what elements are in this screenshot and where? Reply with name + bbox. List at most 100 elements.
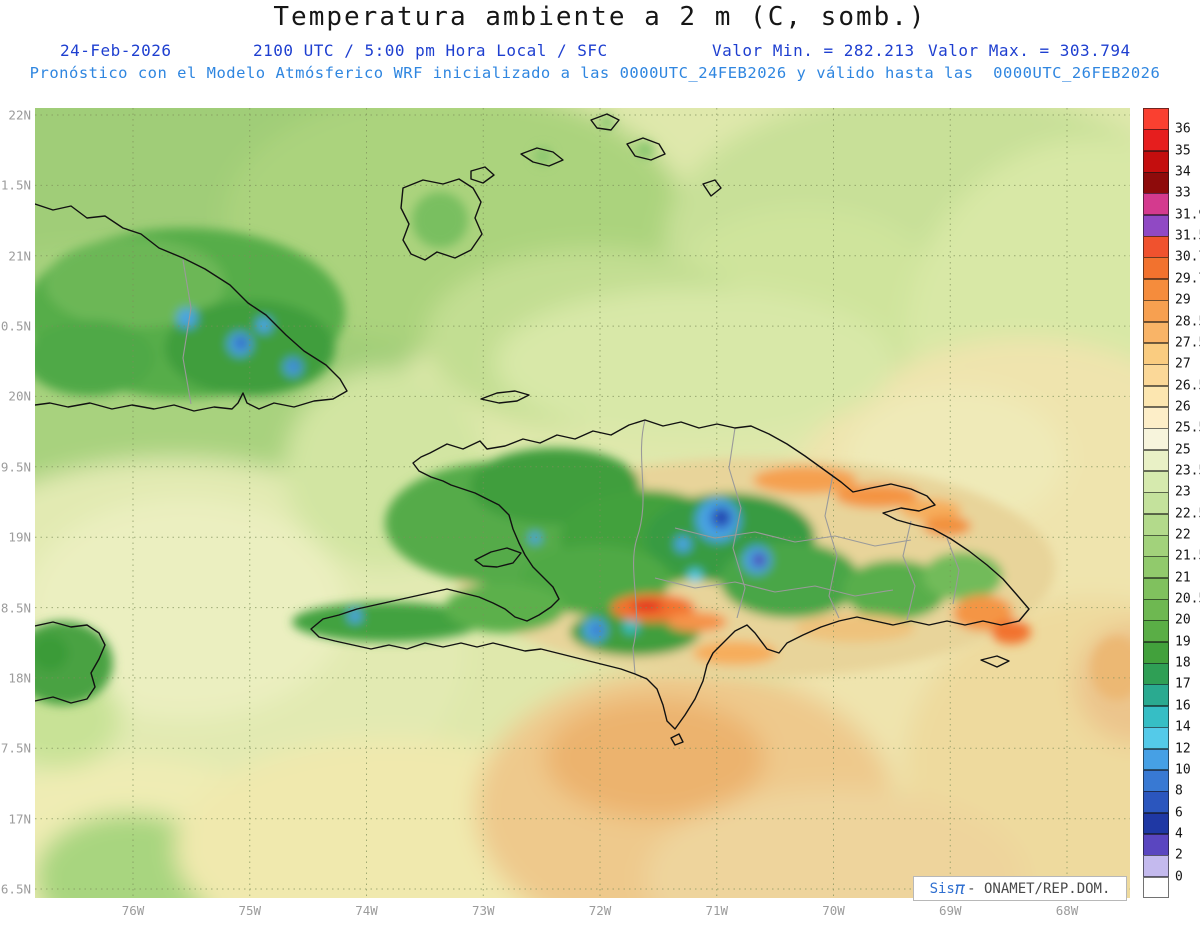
caicos-west-island — [520, 147, 564, 167]
colorbar-label: 12 — [1175, 741, 1191, 757]
colorbar-segment — [1143, 236, 1169, 258]
colorbar-label: 23 — [1175, 484, 1191, 500]
lat-label: 9.5N — [0, 459, 31, 475]
colorbar-segment — [1143, 385, 1169, 408]
colorbar-label: 26.5 — [1175, 378, 1200, 394]
colorbar-labels: 36 35 34 33 31.9 31.5 30.7 29.7 29 28.5 27.5 27 26.5… — [1175, 108, 1200, 898]
colorbar-label: 20 — [1175, 612, 1191, 628]
attribution-text: - ONAMET/REP.DOM. — [967, 880, 1111, 897]
colorbar-label: 34 — [1175, 164, 1191, 180]
colorbar-segment — [1143, 748, 1169, 771]
little-inagua-island — [470, 166, 495, 184]
colorbar-segment — [1143, 321, 1169, 344]
header-valor-min: Valor Min. = 282.213 — [712, 41, 915, 60]
jamaica-coastline — [35, 621, 106, 704]
colorbar-segment — [1143, 172, 1169, 194]
colorbar-label: 0 — [1175, 869, 1183, 885]
lon-label: 76W — [121, 903, 145, 918]
lat-label: 22N — [8, 107, 31, 123]
colorbar-label: 8 — [1175, 783, 1183, 799]
attribution-sis: Sis — [929, 880, 955, 897]
province-borders — [182, 259, 960, 675]
colorbar-label: 22 — [1175, 527, 1191, 543]
colorbar-label: 16 — [1175, 698, 1191, 714]
colorbar-label: 33 — [1175, 185, 1191, 201]
lon-label: 73W — [471, 903, 495, 918]
colorbar-label: 27 — [1175, 356, 1191, 372]
great-inagua-island — [400, 178, 483, 261]
colorbar-label: 26 — [1175, 399, 1191, 415]
lon-label: 70W — [822, 903, 845, 918]
turks-island — [702, 179, 722, 197]
lon-label: 69W — [938, 903, 962, 918]
colorbar-label: 17 — [1175, 676, 1191, 692]
colorbar-segment — [1143, 300, 1169, 322]
beata-island — [670, 733, 684, 746]
colorbar-segment — [1143, 705, 1169, 728]
colorbar-label: 4 — [1175, 826, 1183, 842]
temperature-field-sea — [35, 108, 1130, 898]
colorbar-label: 27.5 — [1175, 335, 1200, 351]
temperature-field-land — [35, 115, 1130, 705]
colorbar-segment — [1143, 535, 1169, 557]
colorbar-segment — [1143, 278, 1169, 301]
colorbar-label: 14 — [1175, 719, 1191, 735]
colorbar-segment — [1143, 449, 1169, 472]
colorbar-segment — [1143, 470, 1169, 493]
colorbar-segment — [1143, 342, 1169, 365]
lat-label: 18N — [8, 670, 31, 686]
colorbar-segment — [1143, 150, 1169, 173]
colorbar-segment — [1143, 876, 1169, 899]
lat-label: 17N — [8, 811, 31, 827]
colorbar-label: 29.7 — [1175, 271, 1200, 287]
colorbar-label: 6 — [1175, 805, 1183, 821]
cuba-coastline — [35, 203, 348, 412]
colorbar-segment — [1143, 577, 1169, 600]
page-title: Temperatura ambiente a 2 m (C, somb.) — [273, 2, 927, 32]
colorbar-segment — [1143, 556, 1169, 579]
colorbar-segment — [1143, 257, 1169, 280]
colorbar-segment — [1143, 620, 1169, 643]
lon-label: 74W — [355, 903, 378, 918]
lon-label: 75W — [238, 903, 262, 918]
lon-label: 72W — [588, 903, 612, 918]
header-valor-max: Valor Max. = 303.794 — [928, 41, 1131, 60]
caicos-east-island — [626, 137, 666, 161]
colorbar-label: 23.5 — [1175, 463, 1200, 479]
saona-island — [980, 655, 1010, 668]
colorbar-label: 18 — [1175, 655, 1191, 671]
colorbar-segment — [1143, 214, 1169, 237]
hispaniola-coastline — [310, 419, 1030, 730]
colorbar-label: 21.5 — [1175, 548, 1200, 564]
caicos-north-island — [590, 113, 620, 131]
colorbar-segment — [1143, 129, 1169, 152]
header-time-info: 2100 UTC / 5:00 pm Hora Local / SFC — [253, 41, 608, 60]
lat-label: 20N — [8, 388, 31, 404]
colorbar-label: 31.5 — [1175, 228, 1200, 244]
colorbar-segment — [1143, 791, 1169, 814]
colorbar-segment — [1143, 193, 1169, 216]
lat-label: 7.5N — [0, 740, 31, 756]
coastlines — [35, 113, 1030, 746]
colorbar-label: 20.5 — [1175, 591, 1200, 607]
map-canvas — [35, 108, 1130, 898]
colorbar-segment — [1143, 406, 1169, 429]
colorbar-label: 10 — [1175, 762, 1191, 778]
colorbar-segment — [1143, 641, 1169, 664]
colorbar-segment — [1143, 684, 1169, 707]
colorbar-segment — [1143, 108, 1169, 130]
colorbar-segment — [1143, 364, 1169, 387]
header-forecast-info: Pronóstico con el Modelo Atmósferico WRF… — [29, 64, 1161, 82]
colorbar-label: 25 — [1175, 442, 1191, 458]
colorbar-segment — [1143, 599, 1169, 621]
lat-label: 1.5N — [0, 177, 31, 193]
tortuga-island — [480, 390, 530, 404]
gridlines — [35, 108, 1130, 898]
colorbar-segment — [1143, 492, 1169, 515]
colorbar-label: 19 — [1175, 634, 1191, 650]
lat-label: 6.5N — [0, 881, 31, 897]
colorbar-segment — [1143, 833, 1169, 856]
colorbar-segment — [1143, 428, 1169, 451]
colorbar-label: 21 — [1175, 570, 1191, 586]
